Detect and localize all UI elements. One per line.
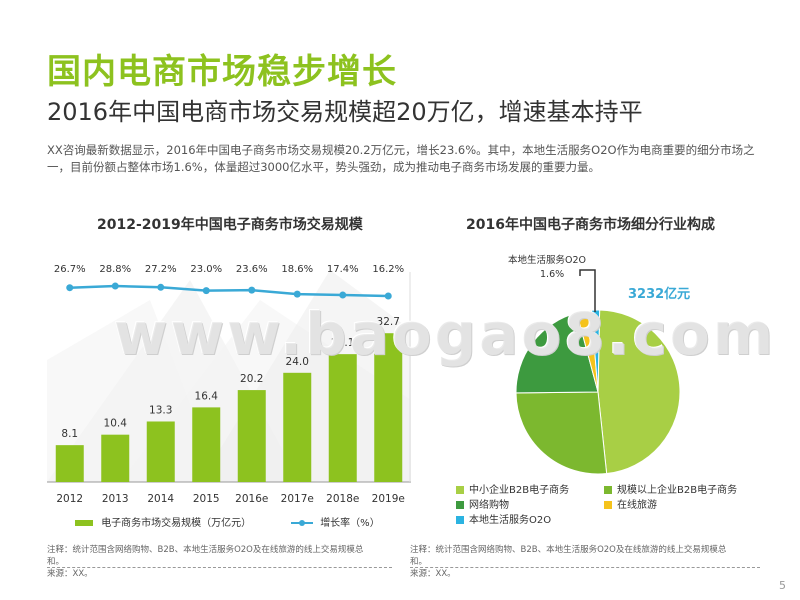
- legend-line-swatch: [291, 520, 313, 526]
- legend-bar-label: 电子商务市场交易规模（万亿元）: [101, 518, 252, 529]
- x-tick-label: 2013: [102, 493, 129, 505]
- growth-rate-point: [293, 290, 301, 298]
- bar-value-label: 16.4: [195, 390, 219, 402]
- x-tick-label: 2016e: [235, 493, 268, 505]
- pie-chart-legend: 中小企业B2B电子商务 规模以上企业B2B电子商务 网络购物 在线旅游 本地生活…: [456, 481, 776, 526]
- bar: [237, 390, 266, 482]
- legend-item-local-o2o: 本地生活服务O2O: [456, 511, 551, 526]
- bar-value-label: 10.4: [104, 418, 128, 430]
- x-tick-label: 2012: [56, 493, 83, 505]
- growth-rate-label: 17.4%: [327, 264, 359, 275]
- x-tick-label: 2018e: [326, 493, 359, 505]
- legend-item-sme-b2b: 中小企业B2B电子商务: [456, 481, 569, 496]
- growth-rate-label: 23.6%: [236, 264, 268, 275]
- x-tick-label: 2019e: [372, 493, 405, 505]
- intro-paragraph: XX咨询最新数据显示，2016年中国电子商务市场交易规模20.2万亿元，增长23…: [47, 143, 755, 174]
- legend-item-bar-series: 电子商务市场交易规模（万亿元）: [75, 514, 251, 529]
- pie-callout-value: 1.6%: [540, 269, 565, 280]
- chart-background-shape: [47, 300, 220, 482]
- bar: [192, 407, 221, 482]
- left-divider: [47, 567, 392, 568]
- x-tick-label: 2017e: [281, 493, 314, 505]
- legend-swatch: [604, 486, 612, 494]
- legend-item-online-shopping: 网络购物: [456, 496, 509, 511]
- legend-label: 网络购物: [469, 500, 509, 511]
- bar: [328, 354, 357, 482]
- bar-value-label: 13.3: [149, 404, 172, 416]
- bar-value-label: 8.1: [61, 428, 78, 440]
- pie-slice: [515, 312, 599, 394]
- growth-rate-label: 27.2%: [145, 264, 177, 275]
- page-subheading: 2016年中国电商市场交易规模超20万亿，增速基本持平: [47, 98, 643, 126]
- pie-note-text: 注释：统计范围含网络购物、B2B、本地生活服务O2O及在线旅游的线上交易规模总和…: [410, 545, 727, 567]
- legend-label: 中小企业B2B电子商务: [469, 485, 570, 496]
- bar: [374, 333, 403, 482]
- pie-slice: [515, 391, 608, 475]
- legend-bar-swatch: [75, 520, 93, 526]
- page-heading: 国内电商市场稳步增长: [47, 52, 397, 92]
- pie-total-label: 3232亿元: [628, 287, 691, 302]
- pie-callout-label: 本地生活服务O2O: [508, 255, 586, 266]
- legend-swatch: [604, 501, 612, 509]
- bar-value-label: 24.0: [286, 356, 309, 368]
- pie-chart-title: 2016年中国电子商务市场细分行业构成: [466, 217, 715, 233]
- bar-chart-footnote: 注释：统计范围含网络购物、B2B、本地生活服务O2O及在线旅游的线上交易规模总和…: [47, 544, 377, 580]
- bar: [55, 445, 84, 482]
- legend-swatch: [456, 501, 464, 509]
- x-tick-label: 2014: [147, 493, 174, 505]
- legend-swatch: [456, 486, 464, 494]
- page-number: 5: [779, 579, 786, 592]
- bar-source-text: 来源：XX。: [47, 569, 93, 579]
- bar-value-label: 20.2: [240, 373, 263, 385]
- bar-chart-title: 2012-2019年中国电子商务市场交易规模: [97, 217, 363, 233]
- growth-rate-point: [66, 284, 74, 292]
- legend-item-line-series: 增长率（%）: [291, 514, 380, 529]
- legend-item-large-b2b: 规模以上企业B2B电子商务: [604, 481, 737, 496]
- x-tick-label: 2015: [193, 493, 220, 505]
- bar: [146, 421, 175, 482]
- bar-value-label: 32.7: [377, 316, 400, 328]
- legend-label: 本地生活服务O2O: [469, 515, 552, 526]
- pie-chart-footnote: 注释：统计范围含网络购物、B2B、本地生活服务O2O及在线旅游的线上交易规模总和…: [410, 544, 740, 580]
- growth-rate-label: 18.6%: [281, 264, 313, 275]
- growth-rate-label: 16.2%: [372, 264, 404, 275]
- pie-source-text: 来源：XX。: [410, 569, 456, 579]
- growth-rate-point: [339, 291, 347, 299]
- growth-rate-label: 28.8%: [99, 264, 131, 275]
- growth-rate-point: [157, 283, 165, 291]
- right-divider: [410, 567, 760, 568]
- bar-note-text: 注释：统计范围含网络购物、B2B、本地生活服务O2O及在线旅游的线上交易规模总和…: [47, 545, 364, 567]
- growth-rate-label: 23.0%: [190, 264, 222, 275]
- growth-rate-point: [248, 286, 256, 294]
- growth-rate-point: [111, 282, 119, 290]
- legend-label: 在线旅游: [617, 500, 657, 511]
- bar: [283, 372, 312, 482]
- growth-rate-point: [384, 292, 392, 300]
- legend-swatch: [456, 516, 464, 524]
- legend-line-label: 增长率（%）: [320, 518, 380, 529]
- bar-value-label: 28.1: [331, 337, 354, 349]
- growth-rate-line: [69, 284, 389, 298]
- pie-callout-leader: [579, 269, 596, 312]
- growth-rate-label: 26.7%: [54, 264, 86, 275]
- growth-rate-point: [202, 287, 210, 295]
- legend-item-online-travel: 在线旅游: [604, 496, 657, 511]
- legend-label: 规模以上企业B2B电子商务: [617, 485, 738, 496]
- bar: [101, 434, 130, 482]
- watermark: www.baogao8.com: [114, 300, 777, 368]
- pie-slice: [597, 309, 681, 475]
